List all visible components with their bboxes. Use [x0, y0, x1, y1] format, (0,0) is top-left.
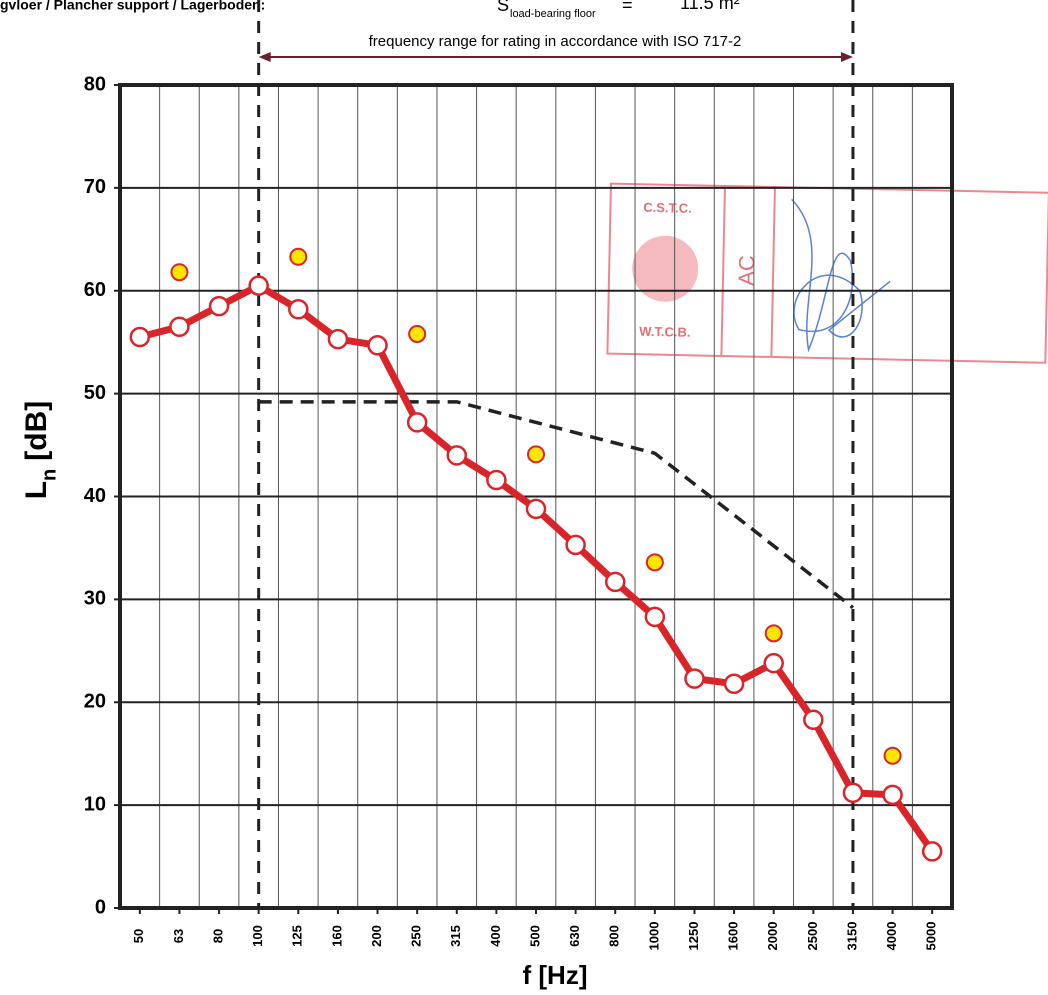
series-line	[258, 400, 855, 609]
x-tick-label: 250	[409, 925, 424, 947]
signature	[791, 198, 891, 353]
measured-point	[327, 328, 349, 350]
measured-point	[486, 469, 507, 491]
x-tick-label: 500	[527, 925, 542, 947]
range-arrowhead	[840, 52, 853, 62]
octave-point	[170, 263, 189, 282]
x-tick-label: 400	[488, 925, 503, 947]
x-tick-label: 4000	[884, 922, 899, 951]
y-tick-label: 80	[84, 73, 106, 95]
measured-point	[803, 709, 824, 730]
area-symbol: S	[497, 0, 509, 15]
y-tick-label: 40	[84, 485, 106, 507]
x-tick-label: 2500	[805, 922, 820, 951]
y-label-subscript: n	[38, 469, 60, 481]
stamp-emblem	[632, 235, 699, 302]
area-value: 11.5 m²	[680, 0, 740, 13]
x-tick-label: 630	[567, 925, 582, 947]
stamp: C.S.T.C. W.T.C.B. AC	[606, 182, 1048, 364]
measured-point	[248, 275, 269, 296]
measured-point	[565, 534, 586, 556]
measured-point	[406, 412, 428, 433]
y-label-unit: [dB]	[20, 401, 53, 461]
measured-point	[169, 316, 190, 338]
header: gvloer / Plancher support / Lagerboden:	[0, 0, 265, 13]
y-tick-label: 50	[84, 382, 106, 404]
x-tick-label: 315	[448, 925, 463, 947]
area-subscript: load-bearing floor	[510, 8, 596, 20]
stamp-text: AC	[734, 255, 760, 286]
x-tick-label: 5000	[924, 922, 939, 951]
octave-point	[289, 247, 308, 266]
measured-point	[446, 445, 468, 466]
octave-point	[527, 445, 545, 464]
x-tick-label: 50	[131, 929, 146, 943]
x-tick-label: 80	[210, 929, 225, 943]
octave-point	[764, 624, 783, 643]
octave-point	[645, 553, 664, 572]
x-tick-label: 3150	[844, 922, 859, 951]
measured-point	[604, 571, 626, 593]
measured-point	[723, 673, 745, 694]
x-tick-label: 200	[369, 925, 384, 947]
x-tick-label: 125	[290, 925, 305, 947]
measured-point	[644, 606, 666, 628]
y-tick-label: 20	[84, 691, 106, 713]
stamp-text: W.T.C.B.	[639, 324, 691, 340]
x-tick-label: 1600	[726, 922, 741, 951]
measured-point	[525, 498, 547, 520]
measured-point	[288, 299, 309, 320]
x-tick-label: 1250	[686, 922, 701, 951]
y-tick-label: 70	[84, 176, 106, 198]
x-tick-label: 63	[171, 929, 186, 943]
octave-point	[883, 746, 902, 765]
y-tick-label: 10	[84, 793, 106, 815]
measured-point	[208, 295, 230, 317]
x-tick-label: 160	[329, 925, 344, 947]
measured-point	[921, 841, 943, 862]
measured-point	[684, 668, 705, 689]
measured-point	[129, 326, 151, 348]
measured-point	[763, 652, 784, 674]
x-tick-label: 100	[250, 925, 265, 947]
measured-point	[842, 782, 864, 804]
y-tick-label: 60	[84, 279, 106, 301]
area-equals: =	[622, 0, 633, 15]
measured-point	[367, 335, 388, 356]
measured-point	[882, 784, 903, 806]
y-tick-label: 30	[84, 588, 106, 610]
range-arrowhead	[258, 52, 271, 62]
x-tick-label: 2000	[765, 922, 780, 951]
y-axis-label: L n [dB]	[20, 401, 60, 500]
y-label-symbol: L	[20, 481, 53, 499]
x-tick-label: 800	[607, 925, 622, 947]
range-annotation: frequency range for rating in accordance…	[369, 33, 742, 50]
y-tick-label: 0	[95, 896, 106, 918]
stamp-text: C.S.T.C.	[643, 200, 692, 216]
octave-point	[408, 324, 427, 343]
x-axis-label: f [Hz]	[523, 960, 588, 990]
x-tick-label: 1000	[646, 922, 661, 951]
stamp-divider	[770, 187, 776, 358]
stamp-divider	[720, 185, 726, 356]
